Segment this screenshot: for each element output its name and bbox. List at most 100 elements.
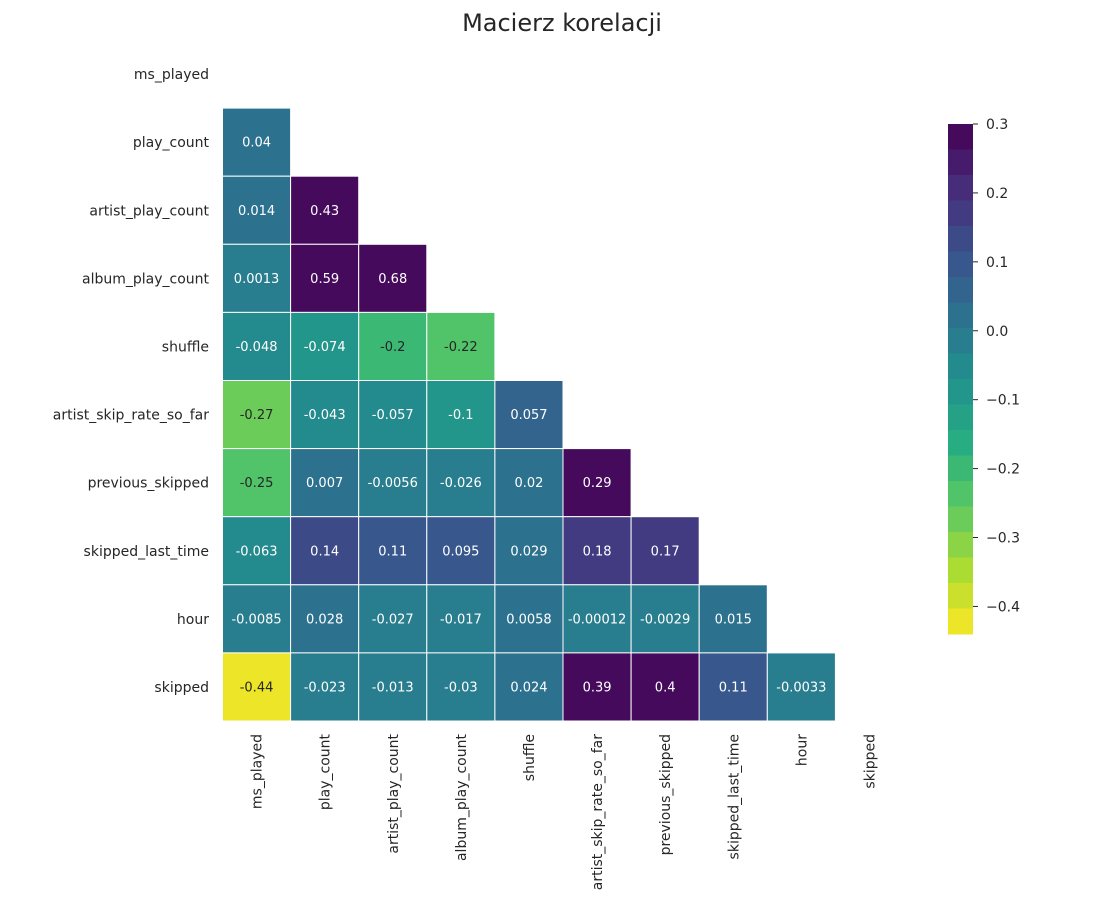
heatmap-cell-value: 0.68 <box>378 272 407 287</box>
heatmap-cell: 0.028 <box>290 584 360 654</box>
heatmap-cell-value: 0.11 <box>719 680 748 695</box>
colorbar-tick-label: −0.2 <box>986 462 1020 478</box>
heatmap-cell: -0.00012 <box>562 584 632 654</box>
heatmap-cell: 0.007 <box>290 448 360 518</box>
heatmap-cell: 0.0058 <box>494 584 564 654</box>
heatmap-cell: -0.0056 <box>358 448 428 518</box>
colorbar-tick-label: −0.3 <box>986 531 1020 547</box>
heatmap-cell-value: 0.59 <box>310 272 339 287</box>
heatmap-cell: 0.29 <box>562 448 632 518</box>
heatmap-cell: 0.39 <box>562 652 632 722</box>
x-tick-label: ms_played <box>250 734 266 809</box>
heatmap-cell: 0.029 <box>494 516 564 586</box>
colorbar-segment <box>948 328 973 354</box>
heatmap-cell: -0.013 <box>358 652 428 722</box>
heatmap-cell-rect <box>290 175 360 245</box>
heatmap-cell-value: 0.04 <box>242 136 271 151</box>
heatmap-cell-rect <box>358 584 428 654</box>
x-tick-label: skipped <box>862 734 878 789</box>
heatmap-cell: -0.074 <box>290 311 360 381</box>
heatmap-cell: 0.02 <box>494 448 564 518</box>
colorbar-segment <box>948 430 973 456</box>
colorbar: 0.3 0.2 0.1 0.0 −0.1 −0.2 −0.3 −0.4 <box>948 117 1020 635</box>
heatmap-cell: 0.14 <box>290 516 360 586</box>
y-tick-label: album_play_count <box>82 271 210 287</box>
heatmap-cell-value: 0.0058 <box>506 612 552 627</box>
colorbar-segment <box>948 481 973 507</box>
heatmap-cell-value: 0.29 <box>583 476 612 491</box>
heatmap-cell-value: 0.095 <box>442 544 479 559</box>
heatmap-cells: 0.04 0.014 0.43 0.0013 0.59 0.68 -0.048 -0.074 -… <box>222 107 836 722</box>
colorbar-tick-label: 0.2 <box>986 186 1008 202</box>
heatmap-cell: -0.043 <box>290 380 360 450</box>
x-tick-label: previous_skipped <box>658 734 674 855</box>
heatmap-cell-value: 0.029 <box>510 544 547 559</box>
heatmap-cell-value: 0.4 <box>655 680 676 695</box>
colorbar-segment <box>948 226 973 252</box>
heatmap-cell-rect <box>426 652 496 722</box>
heatmap-cell: 0.04 <box>222 107 292 177</box>
heatmap-cell-value: -0.2 <box>380 340 405 355</box>
heatmap-cell-value: -0.023 <box>304 680 346 695</box>
colorbar-segment <box>948 557 973 584</box>
y-tick-label: skipped <box>154 680 209 696</box>
heatmap-cell-rect <box>290 311 360 381</box>
chart-title: Macierz korelacji <box>462 9 662 37</box>
heatmap-cell-rect <box>426 380 496 450</box>
colorbar-tick-label: −0.4 <box>986 599 1020 615</box>
heatmap-cell: -0.44 <box>222 652 292 722</box>
heatmap-cell-value: -0.0085 <box>231 612 281 627</box>
heatmap-cell-rect <box>562 652 632 722</box>
colorbar-segment <box>948 379 973 405</box>
heatmap-cell-rect <box>494 448 564 518</box>
heatmap-cell-rect <box>358 448 428 518</box>
y-tick-label: ms_played <box>134 67 209 83</box>
heatmap-cell: -0.27 <box>222 380 292 450</box>
heatmap-cell-rect <box>766 652 836 722</box>
colorbar-tick-label: 0.3 <box>986 117 1008 133</box>
colorbar-tick-label: −0.1 <box>986 393 1020 409</box>
heatmap-cell-rect <box>222 107 292 177</box>
heatmap-cell-rect <box>290 380 360 450</box>
y-axis-tick-labels: ms_played play_count artist_play_countalbu… <box>53 67 210 696</box>
x-tick-label: hour <box>794 734 810 766</box>
x-tick-label: artist_skip_rate_so_far <box>590 734 606 890</box>
heatmap-cell-value: -0.22 <box>444 340 478 355</box>
heatmap-cell: -0.1 <box>426 380 496 450</box>
heatmap-cell-rect <box>222 584 292 654</box>
heatmap-cell-rect <box>426 448 496 518</box>
x-tick-label: play_count <box>318 733 334 810</box>
colorbar-segment <box>948 124 973 150</box>
heatmap-cell-rect <box>222 448 292 518</box>
heatmap-cell: -0.25 <box>222 448 292 518</box>
heatmap-cell-value: -0.44 <box>240 680 274 695</box>
heatmap-cell-rect <box>698 584 768 654</box>
colorbar-segment <box>948 404 973 431</box>
heatmap-cell: -0.0029 <box>630 584 700 654</box>
heatmap-cell-value: 0.02 <box>514 476 543 491</box>
heatmap-cell-value: 0.028 <box>306 612 343 627</box>
heatmap-cell-rect <box>494 380 564 450</box>
x-tick-label: artist_play_count <box>386 733 402 853</box>
heatmap-cell-rect <box>426 516 496 586</box>
colorbar-segment <box>948 302 973 329</box>
heatmap-cell: -0.0033 <box>766 652 836 722</box>
heatmap-cell-value: -0.063 <box>236 544 278 559</box>
heatmap-cell: -0.2 <box>358 311 428 381</box>
heatmap-cell-rect <box>222 516 292 586</box>
heatmap-cell-value: -0.057 <box>372 408 414 423</box>
heatmap-cell-rect <box>494 652 564 722</box>
heatmap-cell-value: 0.057 <box>510 408 547 423</box>
heatmap-cell-rect <box>290 652 360 722</box>
colorbar-segment <box>948 506 973 533</box>
heatmap-cell-value: 0.015 <box>715 612 752 627</box>
heatmap-cell-value: -0.043 <box>304 408 346 423</box>
y-tick-label: artist_skip_rate_so_far <box>53 408 209 424</box>
heatmap-cell-rect <box>290 448 360 518</box>
heatmap-cell-rect <box>630 516 700 586</box>
heatmap-cell-value: -0.048 <box>236 340 278 355</box>
heatmap-cell-value: 0.0013 <box>234 272 280 287</box>
colorbar-segment <box>948 353 973 380</box>
colorbar-segment <box>948 175 973 201</box>
